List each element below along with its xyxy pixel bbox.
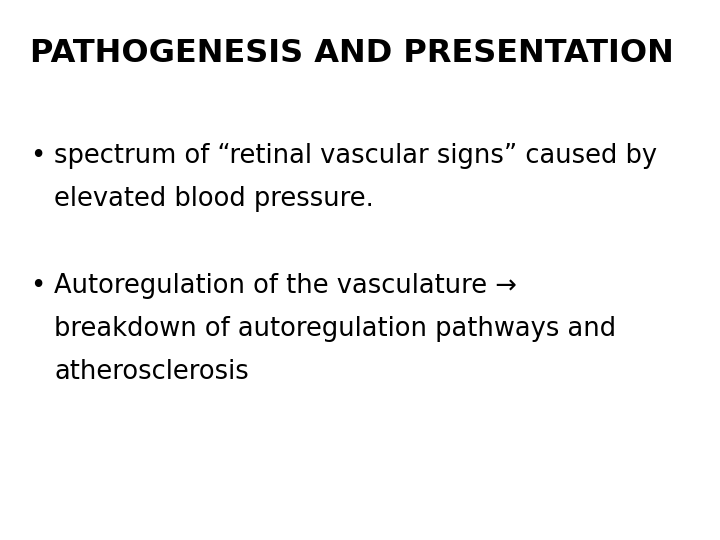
Text: atherosclerosis: atherosclerosis [54, 359, 248, 385]
Text: spectrum of “retinal vascular signs” caused by: spectrum of “retinal vascular signs” cau… [54, 143, 657, 169]
Text: PATHOGENESIS AND PRESENTATION: PATHOGENESIS AND PRESENTATION [30, 38, 674, 69]
Text: •: • [30, 273, 45, 299]
Text: elevated blood pressure.: elevated blood pressure. [54, 186, 374, 212]
Text: •: • [30, 143, 45, 169]
Text: breakdown of autoregulation pathways and: breakdown of autoregulation pathways and [54, 316, 616, 342]
Text: Autoregulation of the vasculature →: Autoregulation of the vasculature → [54, 273, 517, 299]
